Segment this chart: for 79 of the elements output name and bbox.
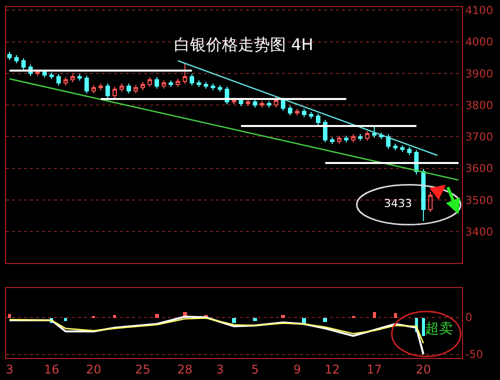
candlestick [393,143,398,151]
candlestick [252,98,258,108]
candlestick [302,108,306,118]
candlestick [162,80,166,90]
candlestick [204,81,208,90]
x-tick-label: 17 [366,362,382,376]
y-tick-label: -50 [465,348,484,362]
candlestick [218,84,222,92]
candlestick [246,98,250,107]
candlestick [77,74,82,82]
candlestick [49,72,54,80]
candlestick [190,74,194,86]
x-tick-label: 12 [324,362,340,376]
candlestick [407,146,412,156]
candlestick [351,134,356,143]
candlestick [112,86,117,99]
y-tick-label: 4100 [465,4,494,18]
candlestick [154,76,160,90]
candlestick [168,80,174,88]
candlestick [428,192,433,212]
y-tick-label: 0 [465,311,472,324]
candlestick [365,130,370,142]
candlestick [210,83,216,91]
candlestick [344,135,348,143]
x-tick-label: 5 [251,362,259,376]
candlestick [35,68,40,76]
candlestick [182,63,188,84]
candlestick [148,76,152,88]
candlestick [266,100,272,108]
annotation: 超卖 [425,321,453,337]
candlestick [120,83,124,92]
y-tick-label: 3800 [465,98,494,112]
y-tick-label: 3700 [465,130,494,144]
candlestick [14,54,19,64]
candlestick [280,97,286,112]
candlestick [358,134,362,142]
candlestick [400,144,405,152]
candlestick [316,113,320,126]
annotation: 白银价格走势图 4H [174,35,314,54]
candlestick [176,78,180,88]
candlestick [330,136,334,144]
candlestick [260,100,264,108]
candlestick [106,83,110,99]
x-tick-label: 16 [44,362,60,376]
x-tick-label: 9 [293,362,301,376]
candlestick [63,76,68,86]
x-tick-label: 25 [135,362,150,376]
x-tick-label: 20 [86,362,102,376]
y-tick-label: 3900 [465,67,494,80]
candlestick [274,96,278,108]
x-tick-label: 3 [216,362,224,376]
line-series [8,316,424,356]
candlestick [134,84,138,94]
candlestick [91,84,96,94]
candlestick [7,51,12,61]
candlestick [196,80,202,88]
candlestick [126,83,131,94]
candlestick [56,74,61,86]
x-tick-label: 3 [6,362,14,376]
candlestick [42,68,47,78]
annotation: 3433 [384,197,412,210]
y-tick-label: 3500 [465,194,494,207]
candlestick [140,81,146,91]
candlestick [288,105,292,116]
candlestick [337,135,342,144]
candlestick [294,108,300,116]
candlestick [70,74,75,83]
candlestick [84,75,89,94]
line-series [8,317,424,344]
y-tick-label: 4000 [465,36,494,49]
candlestick [308,112,314,120]
x-tick-label: 20 [416,362,432,376]
candlestick [21,58,26,70]
candlestick [98,83,103,91]
candlestick [372,125,377,138]
candlestick [421,168,426,222]
y-tick-label: 3400 [465,225,494,238]
y-tick-label: 3600 [465,162,494,176]
x-tick-label: 28 [177,362,193,376]
